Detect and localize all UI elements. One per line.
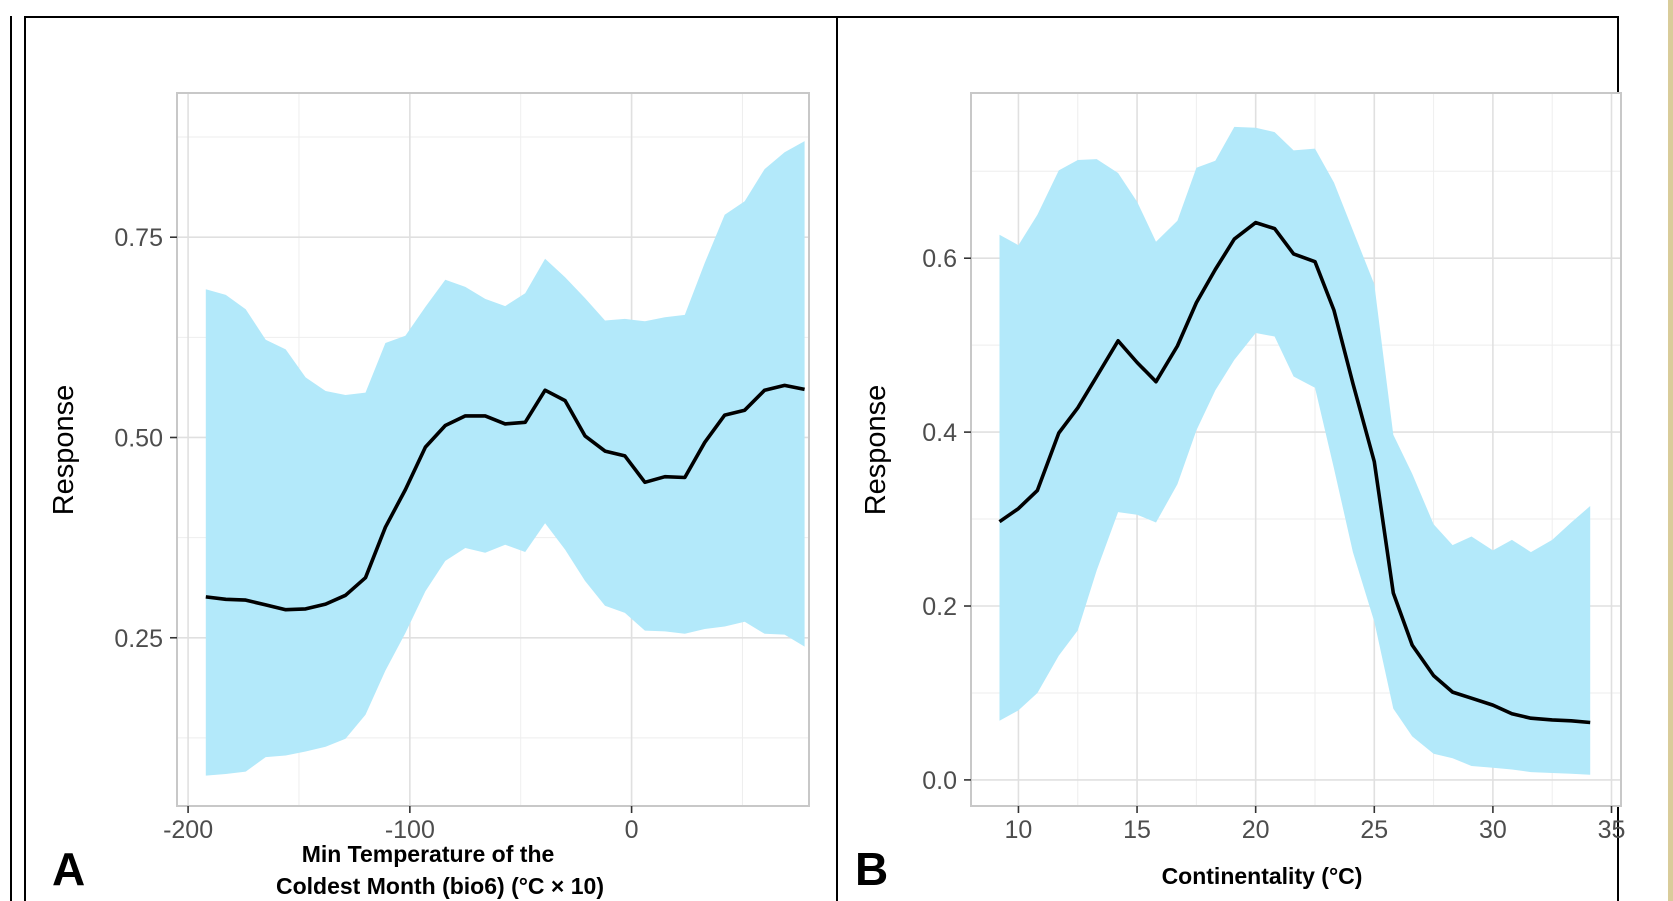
y-tick-label: 0.2 bbox=[922, 593, 957, 621]
x-tick-label: 0 bbox=[625, 816, 639, 844]
panel-b-y-axis-title: Response bbox=[860, 385, 892, 516]
y-tick-label: 0.0 bbox=[922, 767, 957, 795]
y-tick-label: 0.25 bbox=[114, 625, 163, 653]
panel-a-mean-line bbox=[205, 383, 805, 612]
y-tick-label: 0.6 bbox=[922, 245, 957, 273]
panel-a-chart: -200 -100 0 0.25 0.50 0.75 Response Min Temp… bbox=[48, 92, 810, 899]
panel-a-plot-border bbox=[176, 92, 810, 807]
panel-b-x-ticks: 10 15 20 25 30 35 bbox=[1005, 806, 1626, 844]
panel-a-x-ticks: -200 -100 0 bbox=[163, 806, 639, 844]
x-tick-label: -100 bbox=[385, 816, 435, 844]
x-tick-label: 35 bbox=[1598, 816, 1626, 844]
x-tick-label: 15 bbox=[1123, 816, 1151, 844]
panel-a-y-axis-title: Response bbox=[48, 385, 80, 516]
x-tick-label: 30 bbox=[1479, 816, 1507, 844]
panel-b-mean-line bbox=[998, 220, 1591, 725]
panel-b-x-axis-title: Continentality (°C) bbox=[1162, 863, 1363, 889]
x-tick-label: -200 bbox=[163, 816, 213, 844]
panel-b-confidence-band bbox=[999, 126, 1591, 775]
y-tick-label: 0.75 bbox=[114, 224, 163, 252]
panel-a-x-axis-title-line1: Min Temperature of the bbox=[302, 841, 555, 867]
y-tick-label: 0.50 bbox=[114, 424, 163, 452]
panel-a-x-axis-title-line2: Coldest Month (bio6) (°C × 10) bbox=[276, 873, 604, 899]
left-edge-line bbox=[10, 16, 12, 901]
panel-a-confidence-band bbox=[205, 141, 805, 776]
panel-divider bbox=[836, 16, 838, 901]
x-tick-label: 10 bbox=[1005, 816, 1033, 844]
y-tick-label: 0.4 bbox=[922, 419, 957, 447]
panel-b-letter: B bbox=[855, 843, 888, 895]
panel-b-y-ticks: 0.0 0.2 0.4 0.6 bbox=[922, 245, 971, 795]
panel-b-chart: 10 15 20 25 30 35 0.0 0.2 0.4 0.6 Response Conti… bbox=[855, 92, 1626, 895]
panel-b-plot-border bbox=[970, 92, 1622, 807]
panel-a-border-left bbox=[24, 16, 26, 901]
right-edge-strip bbox=[1668, 0, 1673, 901]
x-tick-label: 20 bbox=[1242, 816, 1270, 844]
x-tick-label: 25 bbox=[1360, 816, 1388, 844]
panel-a-y-ticks: 0.25 0.50 0.75 bbox=[114, 224, 177, 653]
panel-a-letter: A bbox=[52, 843, 85, 895]
panel-border-top bbox=[24, 16, 1618, 18]
